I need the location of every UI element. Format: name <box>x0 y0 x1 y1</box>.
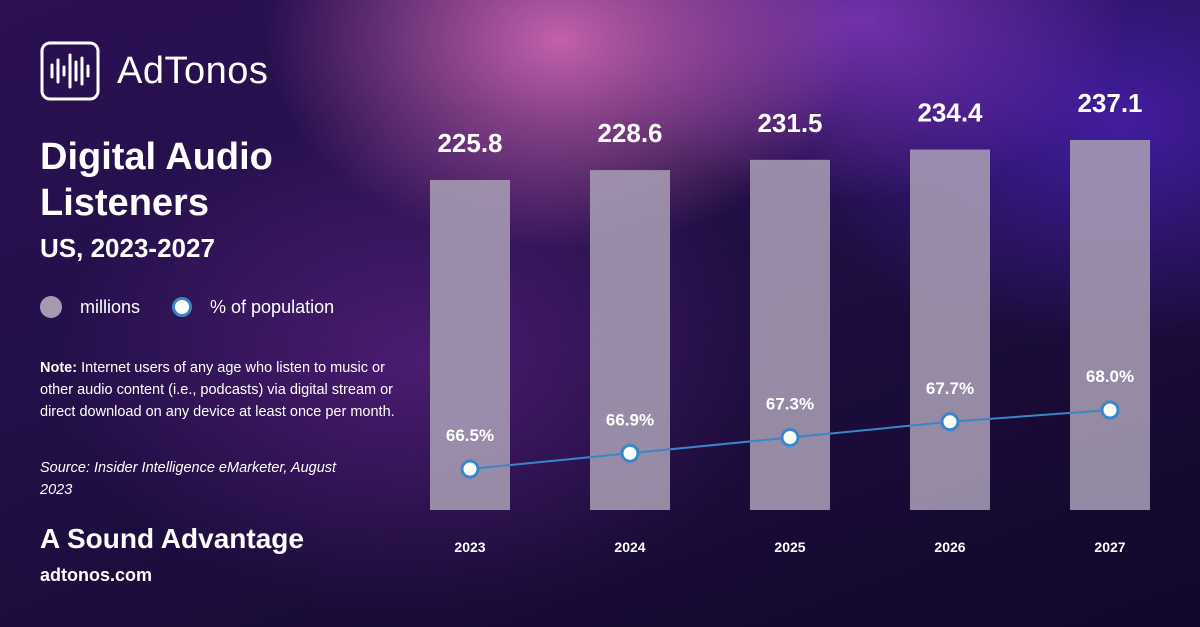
percent-value-label: 67.7% <box>926 379 974 398</box>
bar-2027 <box>1070 140 1150 510</box>
bar-value-label: 225.8 <box>437 128 502 158</box>
note-label: Note: <box>40 360 78 376</box>
x-tick-label: 2023 <box>454 539 485 555</box>
bar-value-label: 231.5 <box>757 108 822 138</box>
bar-value-label: 228.6 <box>597 118 662 148</box>
soundwave-icon <box>40 41 100 101</box>
x-tick-label: 2024 <box>614 539 645 555</box>
source: Source: Insider Intelligence eMarketer, … <box>40 460 337 498</box>
bar-2025 <box>750 159 830 511</box>
legend: millions % of population <box>40 296 334 318</box>
percent-point-2024 <box>620 443 640 463</box>
percent-point-2025 <box>780 428 800 448</box>
bar-value-label: 234.4 <box>917 98 983 128</box>
chart-title: Digital Audio Listeners <box>40 136 273 224</box>
brand-name: AdTonos <box>117 49 269 92</box>
percent-value-label: 68.0% <box>1086 367 1134 386</box>
x-tick-label: 2025 <box>774 539 805 555</box>
percent-value-label: 66.9% <box>606 410 654 429</box>
note-text: Internet users of any age who listen to … <box>40 360 395 420</box>
percent-point-2023 <box>460 459 480 479</box>
x-tick-label: 2027 <box>1094 539 1125 555</box>
legend-marker-percent <box>172 297 193 317</box>
bar-2026 <box>910 149 990 510</box>
website-url[interactable]: adtonos.com <box>40 565 153 585</box>
legend-label-percent: % of population <box>210 296 335 317</box>
brand-logo: AdTonos <box>40 41 268 101</box>
percent-value-label: 66.5% <box>446 426 494 445</box>
tagline: A Sound Advantage <box>40 523 304 554</box>
percent-point-2027 <box>1100 400 1120 420</box>
legend-label-millions: millions <box>80 296 141 317</box>
chart-subtitle: US, 2023-2027 <box>40 233 215 263</box>
note: Note: Internet users of any age who list… <box>40 357 400 423</box>
legend-marker-millions <box>40 296 62 318</box>
x-tick-label: 2026 <box>934 539 965 555</box>
bar-value-label: 237.1 <box>1077 88 1142 118</box>
percent-value-label: 67.3% <box>766 395 814 414</box>
bar-2023 <box>430 180 510 510</box>
percent-point-2026 <box>940 412 960 432</box>
